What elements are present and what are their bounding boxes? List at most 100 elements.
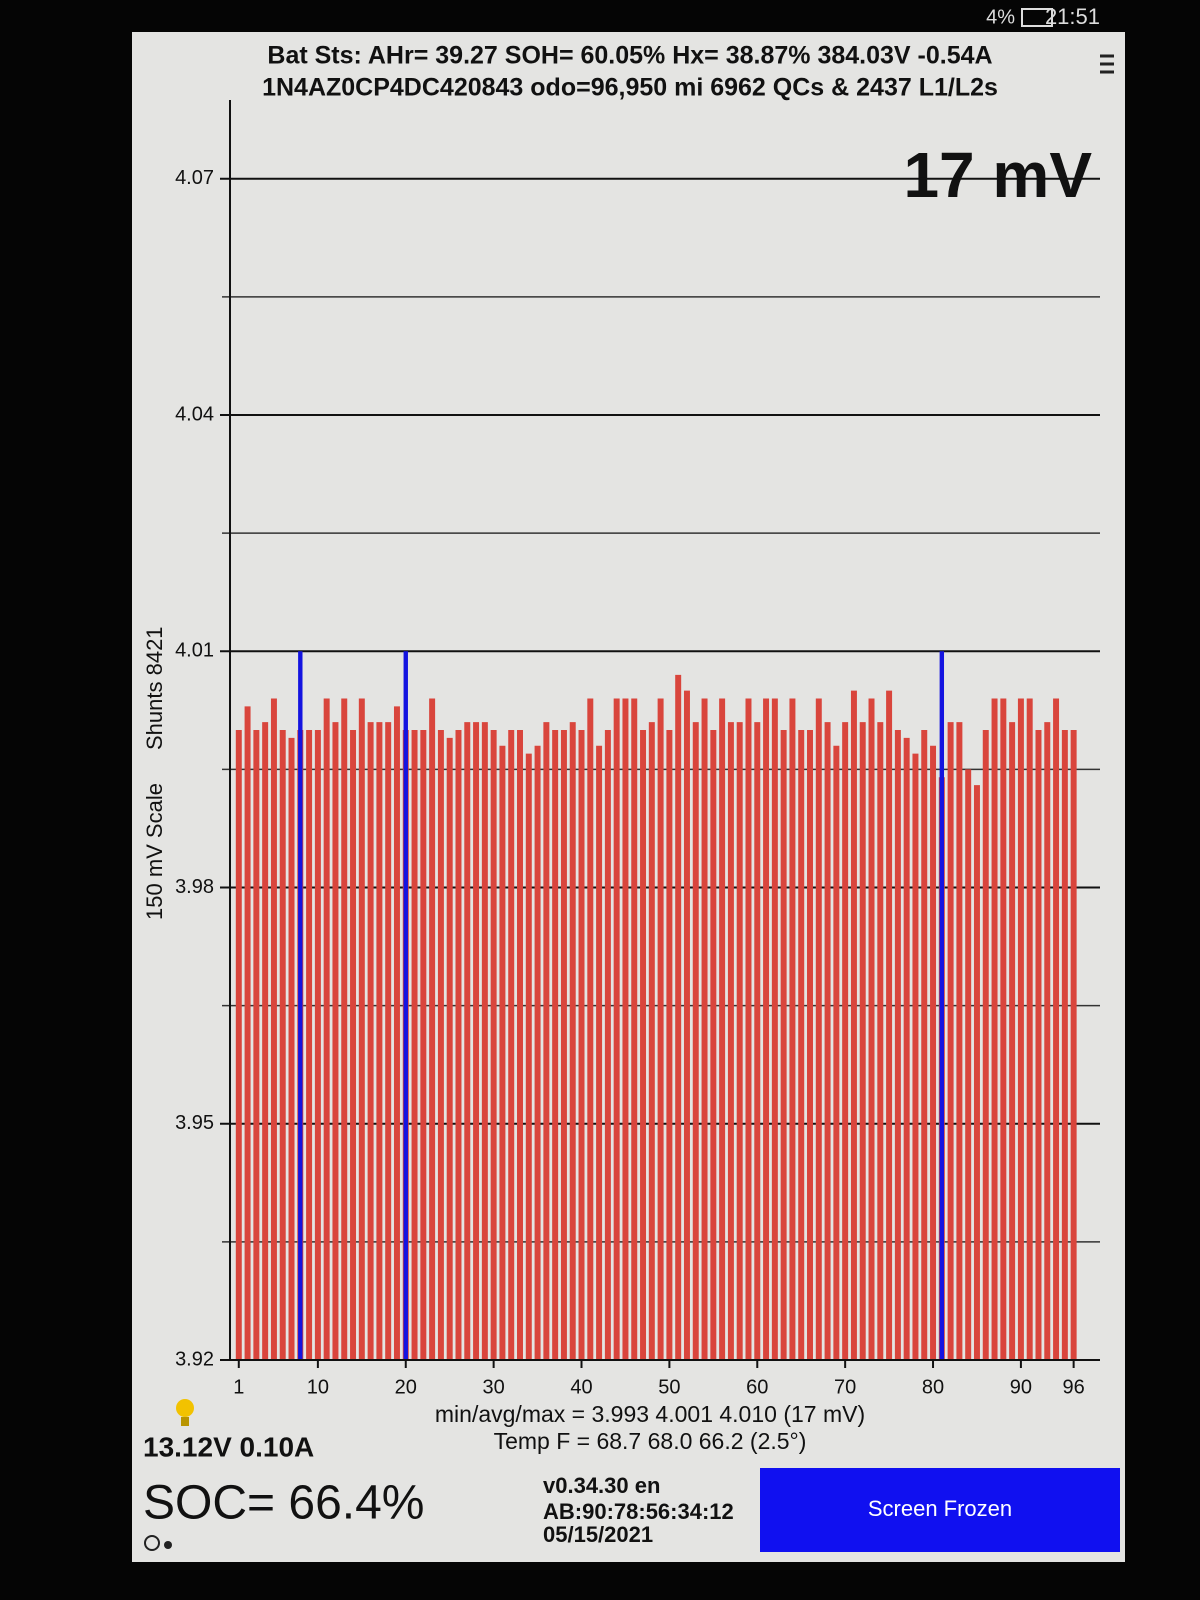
bar [859,722,866,1360]
bar [1053,698,1060,1360]
bar [1035,730,1042,1360]
bar [437,730,444,1360]
bar [815,698,822,1360]
bar [736,722,743,1360]
x-tick-label: 80 [922,1376,944,1398]
bar [490,730,497,1360]
bar [446,737,453,1360]
bar [525,753,532,1360]
bar [1000,698,1007,1360]
bar [710,730,717,1360]
x-tick-label: 96 [1063,1376,1085,1398]
button-label: Screen Frozen [868,1496,1012,1521]
bar [947,722,954,1360]
aux-battery: 13.12V 0.10A [143,1431,314,1462]
bar [965,769,972,1360]
bar [675,674,682,1360]
bar [569,722,576,1360]
x-tick-label: 30 [483,1376,505,1398]
state-of-charge: SOC= 66.4% [143,1477,424,1530]
bar [279,730,286,1360]
bar [314,730,321,1360]
bar [833,745,840,1360]
bar [727,722,734,1360]
bar [631,698,638,1360]
bar [323,698,330,1360]
bar [1026,698,1033,1360]
bar [464,722,471,1360]
bar [508,730,515,1360]
bar [270,698,277,1360]
bar [604,730,611,1360]
bar [613,698,620,1360]
bar [763,698,770,1360]
bar [842,722,849,1360]
app-version: v0.34.30 en [543,1473,660,1498]
bar [235,730,242,1360]
y-tick-label: 3.95 [175,1112,214,1134]
bar [393,706,400,1360]
bar [894,730,901,1360]
shunts-label: Shunts 8421 [142,626,167,750]
battery-icon [1021,8,1053,27]
spread-annotation: 17 mV [903,139,1092,211]
y-tick-label: 3.98 [175,876,214,898]
indicator-empty [144,1535,160,1551]
bar [534,745,541,1360]
x-tick-label: 50 [658,1376,680,1398]
bar [877,722,884,1360]
bar [956,722,963,1360]
bar [587,698,594,1360]
bar [886,690,893,1360]
bar [657,698,664,1360]
bar [939,651,945,1360]
bar [824,722,831,1360]
bar [648,722,655,1360]
bar [367,722,374,1360]
indicator-filled [164,1541,172,1549]
bar [622,698,629,1360]
bar [288,737,295,1360]
battery-level: 4% [986,6,1015,28]
x-tick-label: 20 [395,1376,417,1398]
bar [455,730,462,1360]
bar [350,730,357,1360]
bar [719,698,726,1360]
bar [473,722,480,1360]
bar [517,730,523,1360]
bar [868,698,875,1360]
y-tick-label: 4.01 [175,640,214,662]
bar [850,690,857,1360]
screen-frozen-button[interactable]: Screen Frozen [760,1468,1120,1552]
bar [560,730,567,1360]
bar [341,698,348,1360]
button-background [760,1468,1120,1552]
bar [253,730,260,1360]
x-tick-label: 90 [1010,1376,1032,1398]
x-tick-label: 70 [834,1376,856,1398]
bar [420,730,427,1360]
bulb-icon [176,1399,194,1417]
bar [666,730,673,1360]
bar [376,722,383,1360]
vehicle-info: 1N4AZ0CP4DC420843 odo=96,950 mi 6962 QCs… [262,74,998,102]
cell-stats: min/avg/max = 3.993 4.001 4.010 (17 mV) [435,1401,865,1427]
temperatures: Temp F = 68.7 68.0 66.2 (2.5°) [494,1428,807,1454]
bulb-base [181,1417,189,1426]
x-tick-label: 60 [746,1376,768,1398]
bar [1070,730,1077,1360]
bar [1044,722,1051,1360]
menu-icon[interactable] [1100,54,1114,74]
bar [543,722,550,1360]
bar [780,730,787,1360]
x-tick-label: 10 [307,1376,329,1398]
bar [1061,730,1068,1360]
battery-status: Bat Sts: AHr= 39.27 SOH= 60.05% Hx= 38.8… [267,42,992,70]
bar [930,745,937,1360]
date: 05/15/2021 [543,1522,653,1547]
y-tick-label: 3.92 [175,1348,214,1370]
bar [499,745,506,1360]
bar [298,651,303,1360]
